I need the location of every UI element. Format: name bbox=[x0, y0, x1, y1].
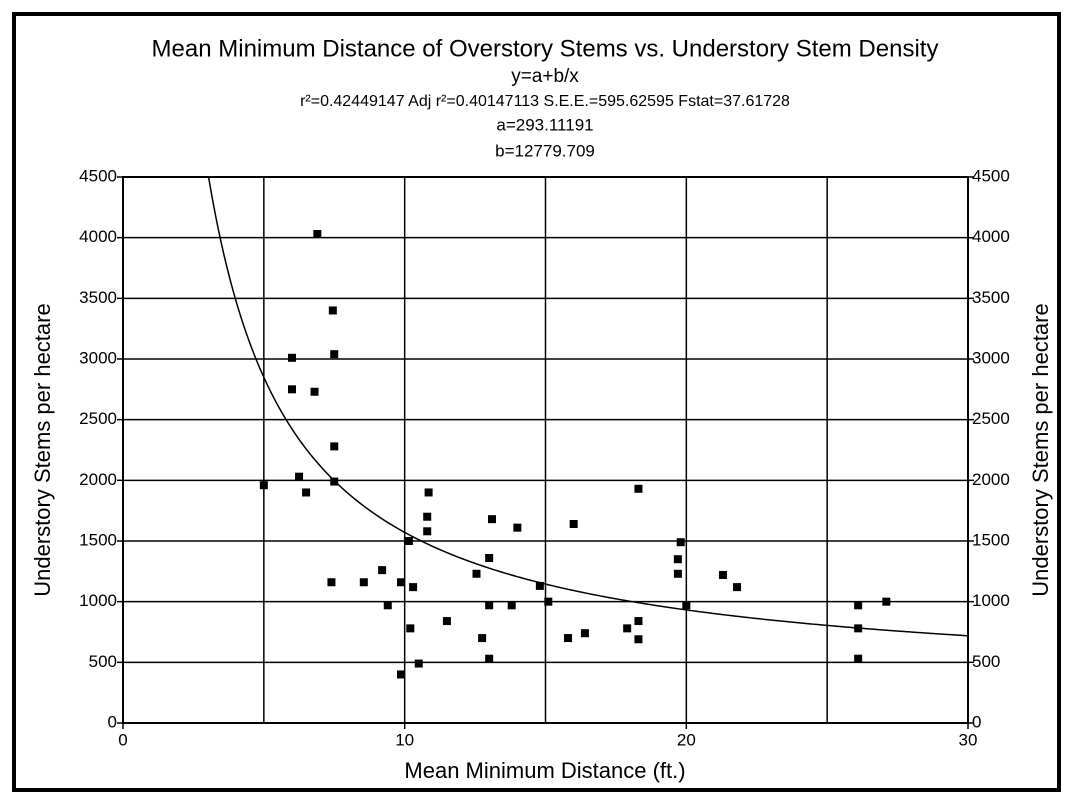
point bbox=[569, 520, 578, 529]
point bbox=[302, 488, 311, 497]
point bbox=[423, 512, 432, 521]
y-tick-label: 1500 bbox=[79, 530, 117, 549]
point bbox=[472, 569, 481, 578]
frame bbox=[12, 12, 1061, 792]
point bbox=[673, 569, 682, 578]
point bbox=[882, 597, 891, 606]
point bbox=[424, 488, 433, 497]
point bbox=[634, 635, 643, 644]
point bbox=[328, 306, 337, 315]
point bbox=[359, 578, 368, 587]
y2-tick-label: 3500 bbox=[972, 288, 1010, 307]
y2-tick-label: 2500 bbox=[972, 409, 1010, 428]
point bbox=[330, 477, 339, 486]
point bbox=[288, 385, 296, 394]
y-tick-label: 1000 bbox=[79, 591, 117, 610]
point bbox=[673, 555, 682, 564]
y-tick-label: 3500 bbox=[79, 288, 117, 307]
point bbox=[535, 581, 544, 590]
fit-stats: r²=0.42449147 Adj r²=0.40147113 S.E.E.=5… bbox=[300, 93, 790, 110]
point bbox=[478, 634, 487, 643]
point bbox=[507, 601, 516, 610]
x-tick-label: 10 bbox=[395, 730, 414, 749]
x-tick-label: 20 bbox=[677, 730, 696, 749]
y-tick-label: 0 bbox=[108, 712, 117, 731]
point bbox=[485, 601, 494, 610]
y2-tick-label: 1000 bbox=[972, 591, 1010, 610]
y-tick-label: 3000 bbox=[79, 348, 117, 367]
point bbox=[259, 481, 268, 490]
y2-tick-label: 1500 bbox=[972, 530, 1010, 549]
point bbox=[485, 553, 494, 562]
point bbox=[544, 597, 553, 606]
y-axis-label: Understory Stems per hectare bbox=[30, 303, 55, 596]
chart-subtitle: y=a+b/x bbox=[511, 66, 579, 87]
chart-title: Mean Minimum Distance of Overstory Stems… bbox=[152, 35, 939, 62]
point bbox=[580, 629, 589, 638]
point bbox=[487, 515, 496, 524]
point bbox=[854, 654, 863, 663]
point bbox=[442, 617, 451, 626]
point bbox=[378, 566, 387, 575]
point bbox=[397, 578, 406, 587]
y-tick-label: 2500 bbox=[79, 409, 117, 428]
point bbox=[330, 350, 339, 359]
point bbox=[414, 659, 423, 668]
point bbox=[423, 527, 432, 536]
y2-axis-label: Understory Stems per hectare bbox=[1028, 303, 1053, 596]
y2-tick-label: 2000 bbox=[972, 470, 1010, 489]
point bbox=[397, 670, 406, 679]
x-axis-label: Mean Minimum Distance (ft.) bbox=[404, 758, 685, 783]
y2-tick-label: 0 bbox=[972, 712, 981, 731]
point bbox=[288, 353, 296, 362]
point bbox=[854, 624, 863, 633]
point bbox=[564, 634, 573, 643]
point bbox=[513, 523, 522, 532]
point bbox=[406, 624, 415, 633]
point bbox=[485, 654, 494, 663]
y2-tick-label: 3000 bbox=[972, 348, 1010, 367]
point bbox=[295, 472, 304, 481]
point bbox=[718, 570, 727, 579]
fit-b: b=12779.709 bbox=[495, 141, 595, 160]
point bbox=[634, 617, 643, 626]
point bbox=[733, 583, 742, 592]
y-tick-label: 2000 bbox=[79, 470, 117, 489]
point bbox=[310, 387, 319, 396]
y-tick-label: 4000 bbox=[79, 227, 117, 246]
point bbox=[409, 583, 418, 592]
y-tick-label: 500 bbox=[89, 652, 117, 671]
x-tick-label: 30 bbox=[959, 730, 978, 749]
point bbox=[682, 601, 691, 610]
point bbox=[383, 601, 392, 610]
point bbox=[313, 230, 322, 239]
point bbox=[404, 537, 413, 545]
fit-a: a=293.11191 bbox=[496, 115, 593, 134]
plot-area bbox=[122, 176, 969, 724]
point bbox=[676, 538, 685, 547]
point bbox=[327, 578, 336, 587]
point bbox=[854, 601, 863, 610]
y2-tick-label: 500 bbox=[972, 652, 1000, 671]
y-tick-label: 4500 bbox=[79, 166, 117, 185]
point bbox=[634, 484, 643, 493]
x-tick-label: 0 bbox=[118, 730, 127, 749]
y2-tick-label: 4000 bbox=[972, 227, 1010, 246]
y2-tick-label: 4500 bbox=[972, 166, 1010, 185]
point bbox=[623, 624, 632, 633]
point bbox=[330, 442, 339, 451]
